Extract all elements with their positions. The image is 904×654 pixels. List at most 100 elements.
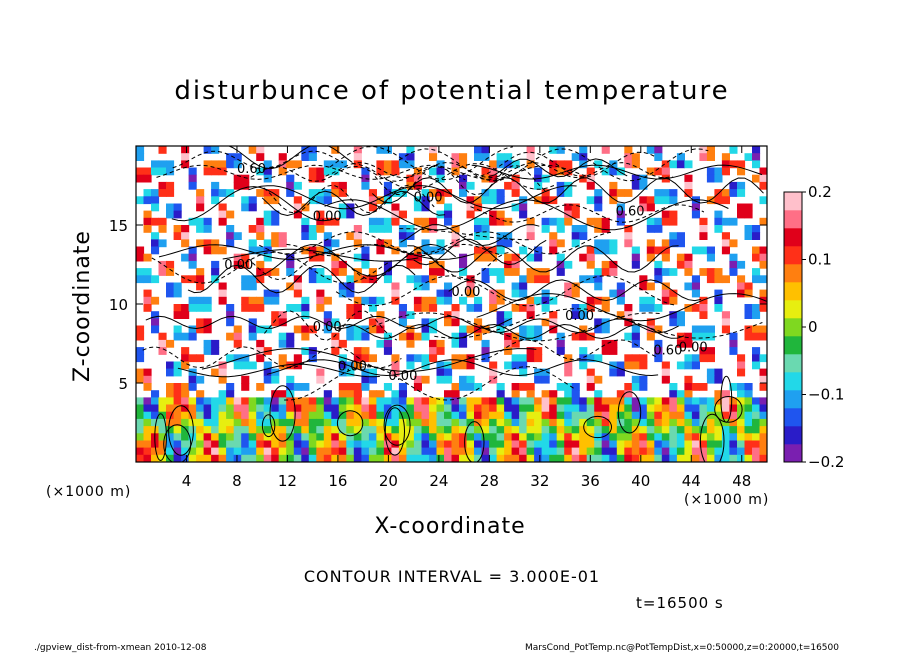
field-cell (737, 454, 746, 462)
field-cell (301, 454, 310, 462)
field-cell (609, 411, 618, 420)
field-cell (526, 404, 535, 413)
field-cell (211, 347, 220, 355)
field-cell (226, 383, 235, 391)
field-cell (173, 440, 182, 449)
field-cell (151, 411, 160, 420)
colorbar-swatch (784, 336, 802, 355)
field-cell (699, 296, 708, 305)
field-cell (556, 253, 565, 262)
field-cell (413, 282, 422, 291)
field-cell (233, 418, 242, 427)
field-cell (586, 296, 595, 305)
field-cell (293, 411, 302, 420)
field-cell (286, 454, 295, 462)
field-cell (143, 404, 152, 413)
field-cell (429, 418, 438, 427)
field-cell (714, 225, 723, 233)
field-cell (511, 282, 520, 291)
colorbar-swatch (784, 210, 802, 229)
contour-label: 0.60 (616, 205, 645, 220)
colorbar-tick-label: 0.1 (808, 251, 832, 269)
field-cell (188, 440, 197, 449)
field-cell (586, 411, 595, 420)
field-cell (293, 361, 302, 370)
field-cell (368, 411, 377, 420)
field-cell (376, 325, 385, 334)
field-cell (353, 311, 362, 319)
field-cell (706, 426, 715, 434)
field-cell (459, 296, 468, 305)
contour-line (583, 415, 612, 439)
field-cell (631, 433, 640, 442)
field-cell (406, 426, 415, 434)
field-cell (301, 418, 310, 427)
field-cell (211, 189, 220, 197)
field-cell (721, 275, 730, 284)
field-cell (609, 189, 618, 197)
field-cell (383, 196, 392, 205)
field-cell (143, 375, 152, 384)
field-cell (624, 153, 633, 161)
contour-label: 0.00 (414, 190, 443, 205)
field-cell (451, 160, 460, 169)
field-cell (436, 418, 445, 427)
field-cell (459, 361, 468, 370)
field-cell (406, 433, 415, 442)
field-cell (263, 196, 272, 205)
field-cell (248, 225, 257, 233)
field-cell (406, 260, 415, 269)
contour-label: 0.00 (565, 309, 594, 324)
field-cell (676, 433, 685, 442)
field-cell (729, 433, 738, 442)
field-cell (323, 397, 332, 406)
field-cell (616, 282, 625, 291)
field-cell (248, 361, 257, 370)
field-cell (549, 217, 558, 226)
field-cell (564, 397, 573, 406)
field-cell (504, 339, 513, 348)
field-cell (316, 426, 325, 434)
field-cell (631, 325, 640, 334)
field-cell (661, 447, 670, 456)
field-cell (699, 440, 708, 449)
field-cell (316, 253, 325, 262)
field-cell (241, 282, 250, 291)
field-cell (173, 426, 182, 434)
x-unit-right: (×1000 m) (684, 492, 770, 508)
contour-label: 0.60 (653, 344, 682, 359)
field-cell (444, 454, 453, 462)
field-cell (218, 447, 227, 456)
field-cell (571, 447, 580, 456)
field-cell (436, 426, 445, 434)
field-cell (444, 404, 453, 413)
field-cell (609, 181, 618, 190)
field-cell (459, 454, 468, 462)
field-cell (504, 253, 513, 262)
field-cell (496, 418, 505, 427)
field-cell (661, 189, 670, 197)
field-cell (556, 260, 565, 269)
field-cell (233, 397, 242, 406)
field-cell (391, 390, 400, 398)
field-cell (534, 196, 543, 205)
field-cell (519, 433, 528, 442)
field-cell (639, 440, 648, 449)
field-cell (639, 282, 648, 291)
field-cell (752, 225, 761, 233)
field-cell (181, 404, 190, 413)
field-cell (263, 210, 272, 219)
field-cell (368, 354, 377, 363)
field-cell (158, 167, 167, 176)
field-cell (233, 433, 242, 442)
field-cell (616, 210, 625, 219)
field-cell (759, 433, 767, 442)
field-cell (661, 246, 670, 255)
field-cell (556, 239, 565, 248)
field-cell (474, 153, 483, 161)
field-cell (676, 260, 685, 269)
field-cell (759, 275, 767, 284)
field-cell (729, 339, 738, 348)
field-cell (489, 440, 498, 449)
colorbar-swatch (784, 300, 802, 319)
